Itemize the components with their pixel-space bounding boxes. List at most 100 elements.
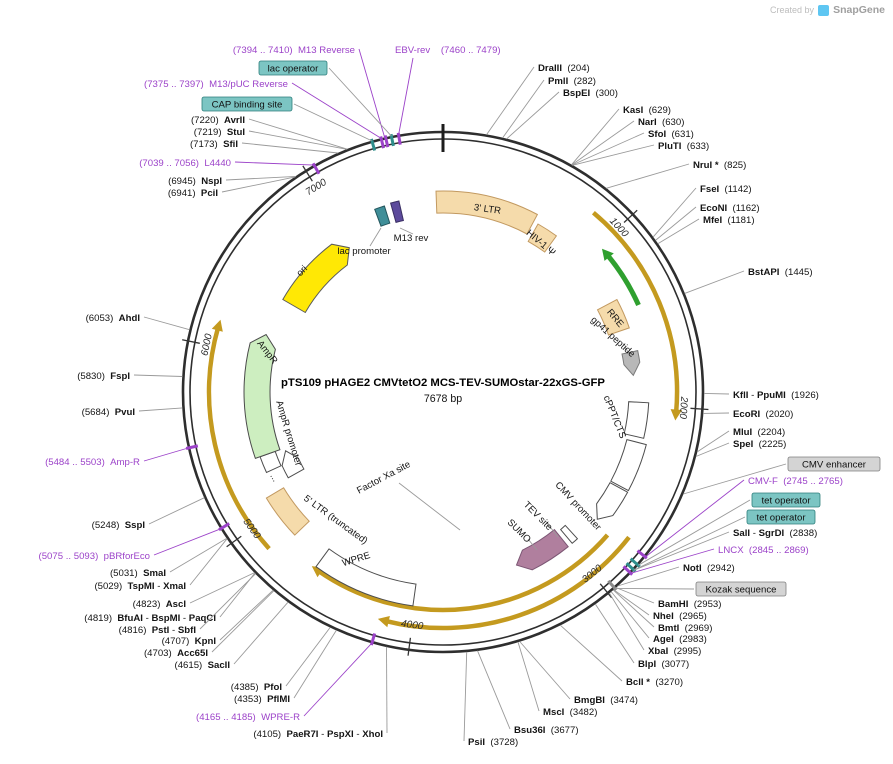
map-label-spei[interactable]: SpeI (2225): [696, 439, 786, 457]
tspmi-xmai-text[interactable]: (5029) TspMI - XmaI: [94, 581, 186, 592]
acc65i-text[interactable]: (4703) Acc65I: [144, 648, 208, 659]
wpre-r-text[interactable]: (4165 .. 4185) WPRE-R: [196, 712, 300, 723]
map-label-psii[interactable]: PsiI (3728): [464, 652, 518, 748]
sali-sgrdi-text[interactable]: SalI - SgrDI (2838): [733, 528, 817, 539]
spei-text[interactable]: SpeI (2225): [733, 439, 786, 450]
lncx-text[interactable]: LNCX (2845 .. 2869): [718, 545, 809, 556]
ahdi-text[interactable]: (6053) AhdI: [86, 313, 141, 324]
ebv-rev-text[interactable]: EBV-rev (7460 .. 7479): [395, 45, 501, 56]
feature-m13-rev-box[interactable]: [391, 201, 404, 222]
pfoi-text[interactable]: (4385) PfoI: [231, 682, 283, 693]
bmti-text[interactable]: BmtI (2969): [658, 623, 712, 634]
sfii-text[interactable]: (7173) SfiI: [190, 139, 238, 150]
fspi-text[interactable]: (5830) FspI: [77, 371, 130, 382]
econi-text[interactable]: EcoNI (1162): [700, 203, 760, 214]
kozak-sequence-text[interactable]: Kozak sequence: [706, 585, 777, 596]
feature-label-truncation-dots[interactable]: ...: [267, 472, 281, 484]
mfei-text[interactable]: MfeI (1181): [703, 215, 755, 226]
sfoi-text[interactable]: SfoI (631): [648, 129, 694, 140]
nrui-text[interactable]: NruI * (825): [693, 160, 746, 171]
bmgbi-text[interactable]: BmgBI (3474): [574, 695, 638, 706]
map-label-bstapi[interactable]: BstAPI (1445): [685, 267, 813, 293]
feature-label-tev-site[interactable]: TEV site: [521, 500, 554, 533]
nspi-text[interactable]: (6945) NspI: [168, 176, 222, 187]
mlui-text[interactable]: MluI (2204): [733, 427, 785, 438]
psii-text[interactable]: PsiI (3728): [468, 737, 518, 748]
agei-text[interactable]: AgeI (2983): [653, 634, 707, 645]
map-label-pfoi[interactable]: (4385) PfoI: [231, 627, 330, 693]
pvui-text[interactable]: (5684) PvuI: [82, 407, 136, 418]
map-label-l4440[interactable]: (7039 .. 7056) L4440: [139, 158, 314, 169]
feature-transcript-arc-4[interactable]: [212, 320, 223, 332]
paer7i-pspxi-xhoi-text[interactable]: (4105) PaeR7I - PspXI - XhoI: [253, 729, 383, 740]
map-label-kfli-ppumi[interactable]: KflI - PpuMI (1926): [704, 390, 819, 401]
feature-label-factor-xa-site[interactable]: Factor Xa site: [355, 459, 412, 496]
map-label-ebv-rev[interactable]: EBV-rev (7460 .. 7479): [395, 45, 501, 135]
msci-text[interactable]: MscI (3482): [543, 707, 597, 718]
amp-r-primer-text[interactable]: (5484 .. 5503) Amp-R: [45, 457, 140, 468]
l4440-text[interactable]: (7039 .. 7056) L4440: [139, 158, 231, 169]
bfuai-bspmi-paqci-text[interactable]: (4819) BfuAI - BspMI - PaqCI: [84, 613, 216, 624]
feature-label-sumo[interactable]: SUMO: [505, 517, 533, 545]
feature-label-cppt-cts[interactable]: cPPT/CTS: [601, 394, 628, 440]
map-label-m13-reverse[interactable]: (7394 .. 7410) M13 Reverse: [233, 45, 385, 138]
feature-cmv-enhancer[interactable]: [611, 440, 647, 491]
feature-cppt-cts[interactable]: [624, 402, 649, 439]
pflmi-text[interactable]: (4353) PflMI: [234, 694, 290, 705]
map-label-bsu36i[interactable]: Bsu36I (3677): [478, 651, 579, 736]
sacii-text[interactable]: (4615) SacII: [175, 660, 231, 671]
bamhi-text[interactable]: BamHI (2953): [658, 599, 721, 610]
feature-label-cmv-promoter[interactable]: CMV promoter: [553, 480, 604, 534]
map-label-bmgbi[interactable]: BmgBI (3474): [520, 642, 638, 707]
pcii-text[interactable]: (6941) PciI: [168, 188, 218, 199]
feature-label-m13-rev[interactable]: M13 rev: [394, 233, 429, 244]
kpni-text[interactable]: (4707) KpnI: [162, 636, 217, 647]
map-label-bspei[interactable]: BspEI (300): [507, 88, 618, 139]
avrii-text[interactable]: (7220) AvrII: [191, 115, 245, 126]
map-label-sfii[interactable]: (7173) SfiI: [190, 139, 338, 153]
lac-operator-text[interactable]: lac operator: [268, 64, 319, 75]
bstapi-text[interactable]: BstAPI (1445): [748, 267, 813, 278]
map-label-ecori[interactable]: EcoRI (2020): [703, 409, 793, 420]
map-label-pflmi[interactable]: (4353) PflMI: [234, 630, 336, 705]
feature-lac-promoter-box[interactable]: [375, 206, 390, 226]
tet-operator-1-text[interactable]: tet operator: [756, 513, 806, 524]
bcli-text[interactable]: BclI * (3270): [626, 677, 683, 688]
nari-text[interactable]: NarI (630): [638, 117, 684, 128]
map-label-pmli[interactable]: PmlI (282): [503, 76, 596, 138]
kasi-text[interactable]: KasI (629): [623, 105, 671, 116]
fsei-text[interactable]: FseI (1142): [700, 184, 752, 195]
map-label-fspi[interactable]: (5830) FspI: [77, 371, 182, 382]
map-label-mfei[interactable]: MfeI (1181): [658, 215, 755, 244]
feature-label-5-ltr-truncated[interactable]: 5' LTR (truncated): [301, 493, 369, 547]
map-label-pbrforeco[interactable]: (5075 .. 5093) pBRforEco: [39, 529, 221, 562]
feature-5-ltr-truncated[interactable]: [266, 488, 309, 535]
map-label-tspmi-xmai[interactable]: (5029) TspMI - XmaI: [94, 539, 227, 592]
sspi-text[interactable]: (5248) SspI: [92, 520, 146, 531]
psti-sbfi-text[interactable]: (4816) PstI - SbfI: [119, 625, 197, 636]
map-label-wpre-r[interactable]: (4165 .. 4185) WPRE-R: [196, 643, 372, 723]
pluti-text[interactable]: PluTI (633): [658, 141, 709, 152]
tet-operator-2-text[interactable]: tet operator: [761, 496, 811, 507]
stui-text[interactable]: (7219) StuI: [194, 127, 246, 138]
blpi-text[interactable]: BlpI (3077): [638, 659, 689, 670]
map-label-nspi[interactable]: (6945) NspI: [168, 176, 296, 187]
bsu36i-text[interactable]: Bsu36I (3677): [514, 725, 579, 736]
feature-transcript-arc-2[interactable]: [378, 616, 390, 627]
feature-label-lac-promoter[interactable]: lac promoter: [337, 246, 391, 257]
pbrforeco-text[interactable]: (5075 .. 5093) pBRforEco: [39, 551, 150, 562]
smai-text[interactable]: (5031) SmaI: [110, 568, 166, 579]
cmv-enhancer-text[interactable]: CMV enhancer: [802, 460, 867, 471]
ecori-text[interactable]: EcoRI (2020): [733, 409, 793, 420]
map-label-sspi[interactable]: (5248) SspI: [92, 498, 205, 531]
map-label-kozak-sequence[interactable]: Kozak sequence: [615, 582, 786, 596]
bspei-text[interactable]: BspEI (300): [563, 88, 618, 99]
map-label-ahdi[interactable]: (6053) AhdI: [86, 313, 190, 330]
draiii-text[interactable]: DraIII (204): [538, 63, 590, 74]
noti-text[interactable]: NotI (2942): [683, 563, 735, 574]
map-label-pvui[interactable]: (5684) PvuI: [82, 407, 183, 418]
cap-binding-site-text[interactable]: CAP binding site: [212, 100, 283, 111]
cmv-f-text[interactable]: CMV-F (2745 .. 2765): [748, 476, 843, 487]
xbai-text[interactable]: XbaI (2995): [648, 646, 701, 657]
map-label-pluti[interactable]: PluTI (633): [572, 141, 709, 165]
